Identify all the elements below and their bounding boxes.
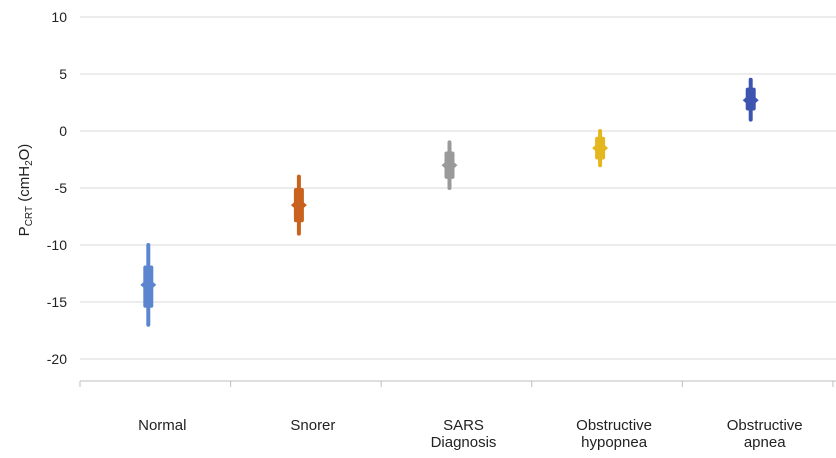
y-tick-label: -20 bbox=[47, 351, 67, 367]
median-marker bbox=[742, 93, 759, 108]
median-marker bbox=[592, 141, 609, 156]
median-marker bbox=[290, 198, 307, 213]
y-tick-label: 5 bbox=[59, 66, 67, 82]
category-marks bbox=[140, 243, 157, 327]
category-labels: Normal Snorer SARS Diagnosis Obstructive hypo… bbox=[138, 417, 803, 451]
y-tick-label: -15 bbox=[47, 294, 67, 310]
median-marker bbox=[140, 277, 157, 292]
x-axis bbox=[79, 380, 836, 387]
category-label: Snorer bbox=[290, 417, 335, 434]
category-label: SARS Diagnosis bbox=[431, 417, 497, 451]
category-marks bbox=[592, 129, 609, 168]
gridlines bbox=[80, 16, 836, 360]
y-tick-label: -10 bbox=[47, 237, 67, 253]
y-tick-label: 10 bbox=[51, 9, 67, 25]
category-label: Normal bbox=[138, 417, 186, 434]
y-tick-labels: 10 5 0 -5 -10 -15 -20 bbox=[47, 9, 67, 367]
category-marks bbox=[441, 140, 458, 190]
y-tick-label: -5 bbox=[55, 180, 68, 196]
median-marker bbox=[441, 158, 458, 173]
category-label: Obstructive hypopnea bbox=[576, 417, 652, 451]
y-axis-label: PCRT (cmH2O) bbox=[16, 144, 35, 237]
category-label: Obstructive apnea bbox=[727, 417, 803, 451]
y-tick-label: 0 bbox=[59, 123, 67, 139]
data-marks bbox=[140, 77, 759, 327]
category-marks bbox=[742, 77, 759, 122]
category-marks bbox=[290, 174, 307, 236]
